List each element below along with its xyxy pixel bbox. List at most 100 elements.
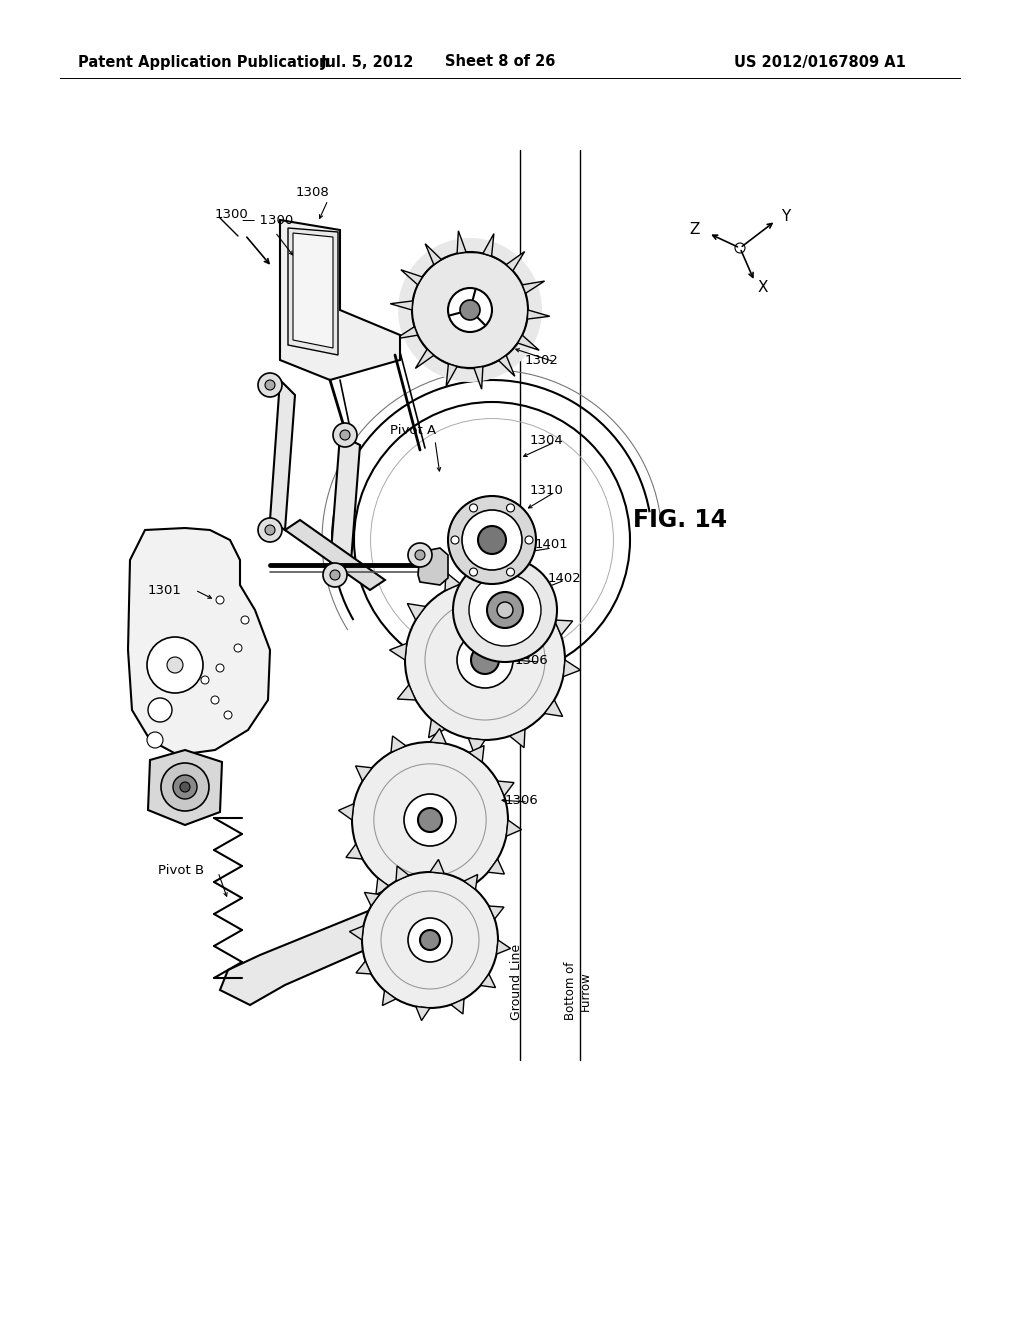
Polygon shape [518,335,539,350]
Polygon shape [464,874,477,890]
Polygon shape [356,961,371,974]
Circle shape [418,808,442,832]
Polygon shape [506,252,524,271]
Circle shape [469,574,541,645]
Polygon shape [389,643,407,660]
Circle shape [148,698,172,722]
Polygon shape [485,565,502,582]
Polygon shape [416,348,434,368]
Polygon shape [128,528,270,755]
Circle shape [147,733,163,748]
Polygon shape [429,719,445,738]
Circle shape [449,288,492,333]
Text: B1: B1 [473,610,486,620]
Circle shape [340,430,350,440]
Circle shape [507,568,514,576]
Text: 1308: 1308 [296,186,330,199]
Polygon shape [430,859,444,874]
Polygon shape [446,364,457,387]
Text: B: B [469,593,475,603]
Circle shape [469,568,477,576]
Polygon shape [451,999,464,1014]
Polygon shape [527,310,550,319]
Polygon shape [293,234,333,348]
Polygon shape [396,866,409,882]
Circle shape [398,238,542,381]
Polygon shape [525,582,542,601]
Polygon shape [148,750,222,825]
Polygon shape [390,301,413,310]
Circle shape [415,550,425,560]
Polygon shape [425,244,441,264]
Text: Ground Line: Ground Line [510,944,522,1020]
Polygon shape [498,781,514,796]
Text: Pivot B: Pivot B [158,863,204,876]
Circle shape [457,632,513,688]
Text: Z: Z [689,222,699,236]
Circle shape [408,543,432,568]
Circle shape [216,597,224,605]
Circle shape [180,781,190,792]
Circle shape [460,300,480,319]
Polygon shape [330,436,360,576]
Polygon shape [270,380,295,531]
Polygon shape [480,974,496,987]
Text: — 1300: — 1300 [242,214,293,227]
Polygon shape [483,234,494,256]
Polygon shape [414,896,430,912]
Text: 1306: 1306 [505,793,539,807]
Polygon shape [563,660,581,677]
Text: 1310: 1310 [530,483,564,496]
Circle shape [224,711,232,719]
Text: X: X [758,280,768,296]
Polygon shape [382,990,396,1006]
Circle shape [201,676,209,684]
Text: Bottom of
Furrow: Bottom of Furrow [564,962,592,1020]
Circle shape [478,525,506,554]
Circle shape [265,525,275,535]
Circle shape [241,616,249,624]
Circle shape [453,558,557,663]
Circle shape [258,374,282,397]
Polygon shape [499,355,515,376]
Polygon shape [545,700,562,717]
Circle shape [147,638,203,693]
Polygon shape [497,940,511,954]
Text: 1400: 1400 [525,614,559,627]
Polygon shape [288,228,338,355]
Circle shape [173,775,197,799]
Circle shape [451,536,459,544]
Polygon shape [416,1007,430,1020]
Polygon shape [355,766,372,781]
Circle shape [258,517,282,543]
Text: Jul. 5, 2012: Jul. 5, 2012 [322,54,415,70]
Polygon shape [280,220,400,380]
Polygon shape [474,367,483,389]
Polygon shape [418,548,449,585]
Text: 1401: 1401 [535,539,568,552]
Text: Sheet 8 of 26: Sheet 8 of 26 [444,54,555,70]
Circle shape [487,591,523,628]
Circle shape [167,657,183,673]
Text: 1402: 1402 [548,572,582,585]
Text: FIG. 14: FIG. 14 [633,508,727,532]
Circle shape [469,504,477,512]
Circle shape [420,931,440,950]
Circle shape [449,496,536,583]
Circle shape [234,644,242,652]
Polygon shape [400,269,422,285]
Polygon shape [376,878,391,895]
Polygon shape [457,231,466,253]
Polygon shape [408,603,426,620]
Circle shape [507,504,514,512]
Polygon shape [445,573,460,591]
Circle shape [471,645,499,675]
Circle shape [323,564,347,587]
Text: 1300: 1300 [215,209,249,222]
Text: Patent Application Publication: Patent Application Publication [78,54,330,70]
Polygon shape [510,729,525,747]
Circle shape [404,795,456,846]
Circle shape [211,696,219,704]
Text: Y: Y [781,209,791,224]
Polygon shape [554,620,572,635]
